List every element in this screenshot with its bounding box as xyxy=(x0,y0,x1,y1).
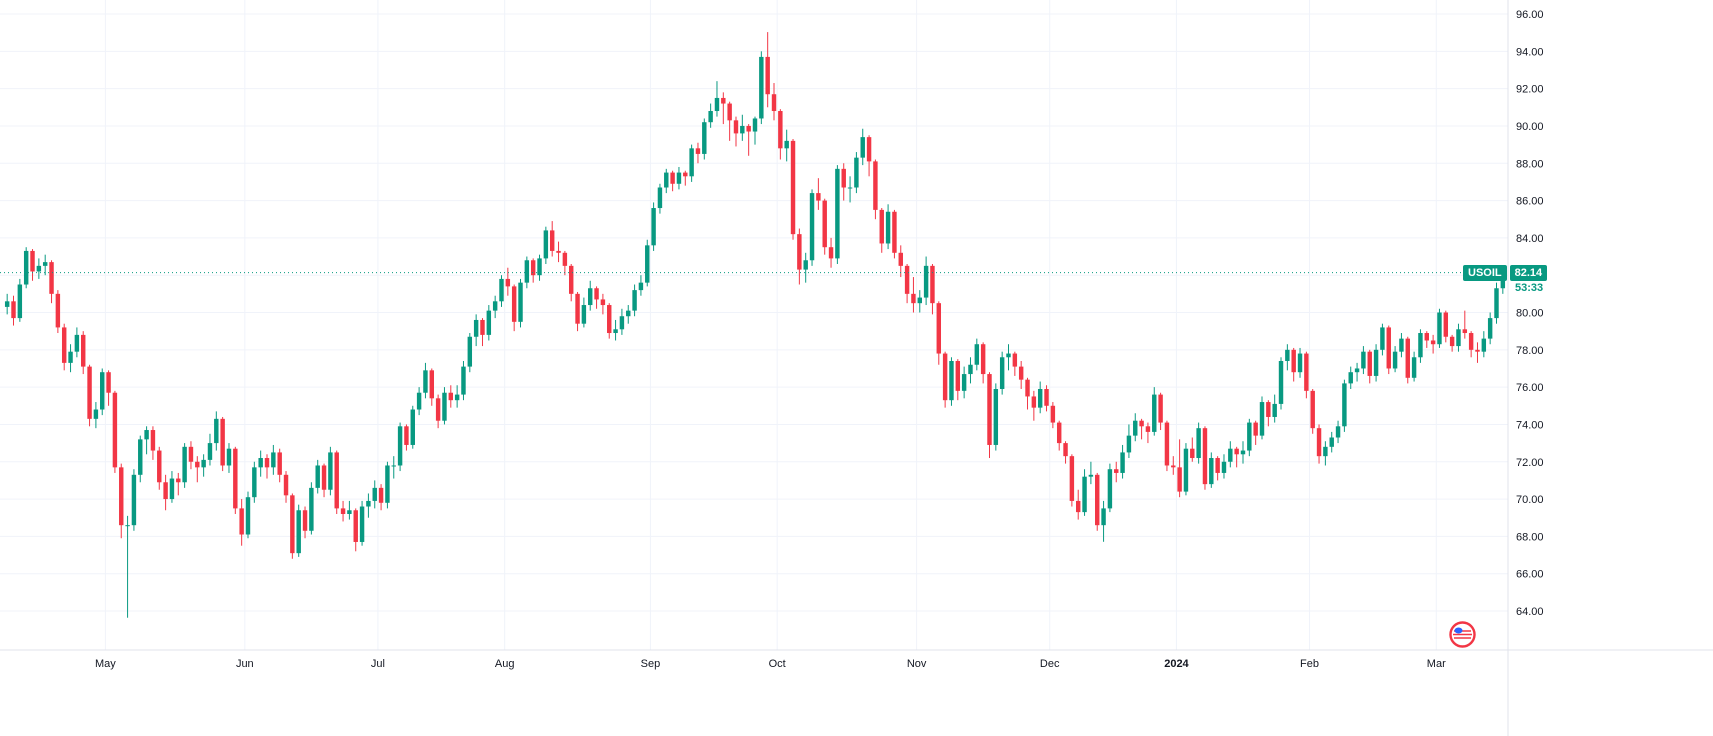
svg-text:74.00: 74.00 xyxy=(1516,419,1544,431)
svg-text:66.00: 66.00 xyxy=(1516,569,1544,581)
usoil-flag-icon xyxy=(1449,621,1476,648)
svg-text:68.00: 68.00 xyxy=(1516,531,1544,543)
candles xyxy=(4,32,1506,618)
symbol-badge: USOIL xyxy=(1463,264,1507,281)
svg-text:Aug: Aug xyxy=(495,658,515,670)
svg-text:84.00: 84.00 xyxy=(1516,233,1544,245)
svg-text:Oct: Oct xyxy=(769,658,786,670)
svg-text:70.00: 70.00 xyxy=(1516,494,1544,506)
price-axis: 96.0094.0092.0090.0088.0086.0084.0082.00… xyxy=(1516,9,1544,618)
svg-text:64.00: 64.00 xyxy=(1516,606,1544,618)
svg-text:Dec: Dec xyxy=(1040,658,1060,670)
svg-text:94.00: 94.00 xyxy=(1516,46,1544,58)
svg-text:72.00: 72.00 xyxy=(1516,457,1544,469)
svg-text:88.00: 88.00 xyxy=(1516,158,1544,170)
svg-text:90.00: 90.00 xyxy=(1516,121,1544,133)
svg-text:Feb: Feb xyxy=(1300,658,1319,670)
svg-text:Sep: Sep xyxy=(641,658,661,670)
svg-text:2024: 2024 xyxy=(1164,658,1189,670)
svg-text:80.00: 80.00 xyxy=(1516,308,1544,320)
svg-text:78.00: 78.00 xyxy=(1516,345,1544,357)
svg-text:76.00: 76.00 xyxy=(1516,382,1544,394)
bar-countdown-label: 53:33 xyxy=(1515,281,1544,294)
svg-text:86.00: 86.00 xyxy=(1516,196,1544,208)
svg-text:96.00: 96.00 xyxy=(1516,9,1544,21)
last-price-badge: 82.14 xyxy=(1509,264,1548,281)
time-axis: May Jun Jul Aug Sep Oct Nov Dec 2024 Feb Mar xyxy=(95,658,1446,670)
svg-text:May: May xyxy=(95,658,116,670)
svg-text:Jun: Jun xyxy=(236,658,254,670)
svg-text:Nov: Nov xyxy=(907,658,927,670)
grid-lines xyxy=(0,0,1508,650)
last-price-tag: USOIL 82.14 xyxy=(1463,264,1548,281)
svg-text:Mar: Mar xyxy=(1427,658,1446,670)
svg-text:Jul: Jul xyxy=(371,658,385,670)
svg-text:92.00: 92.00 xyxy=(1516,84,1544,96)
